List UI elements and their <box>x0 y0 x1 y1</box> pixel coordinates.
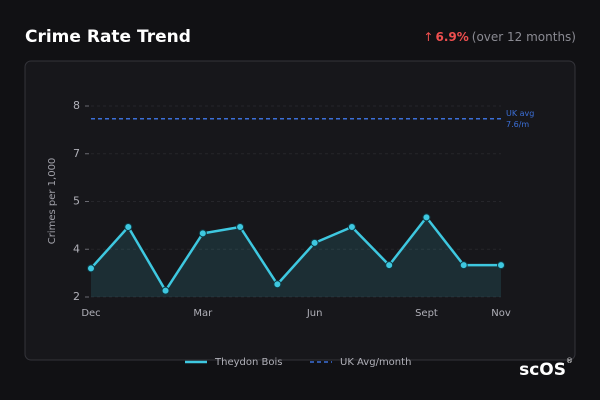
y-tick-label: 2 <box>73 290 80 303</box>
y-axis-label: Crimes per 1,000 <box>47 158 58 245</box>
change-summary: ↑ 6.9% (over 12 months) <box>423 30 576 44</box>
y-tick-label: 5 <box>73 195 80 208</box>
change-note: (over 12 months) <box>472 30 576 44</box>
annotation: 7.6/m <box>506 120 529 129</box>
point <box>273 280 282 289</box>
brand-mark: ® <box>566 357 573 365</box>
y-tick-label: 7 <box>73 147 80 160</box>
point <box>161 286 170 295</box>
point <box>385 261 394 270</box>
point <box>459 261 468 270</box>
point <box>347 222 356 231</box>
point <box>310 238 319 247</box>
x-tick-label: Dec <box>81 308 100 319</box>
x-tick-label: Jun <box>306 308 323 319</box>
change-arrow: ↑ <box>423 30 433 44</box>
point <box>422 213 431 222</box>
point <box>198 229 207 238</box>
y-tick-label: 8 <box>73 99 80 112</box>
point <box>236 222 245 231</box>
chart-title: Crime Rate Trend <box>25 27 191 47</box>
area <box>91 217 501 297</box>
legend-label: UK Avg/month <box>340 357 411 368</box>
change-value: 6.9% <box>435 30 468 44</box>
point <box>124 222 133 231</box>
x-tick-label: Mar <box>193 308 213 319</box>
point <box>497 261 505 270</box>
x-tick-label: Nov <box>491 308 511 319</box>
legend-label: Theydon Bois <box>214 357 282 368</box>
annotation: UK avg <box>506 109 534 118</box>
brand: scOS <box>519 360 566 380</box>
y-tick-label: 4 <box>73 242 80 255</box>
point <box>87 264 95 273</box>
line <box>90 215 501 294</box>
x-tick-label: Sept <box>415 308 438 319</box>
